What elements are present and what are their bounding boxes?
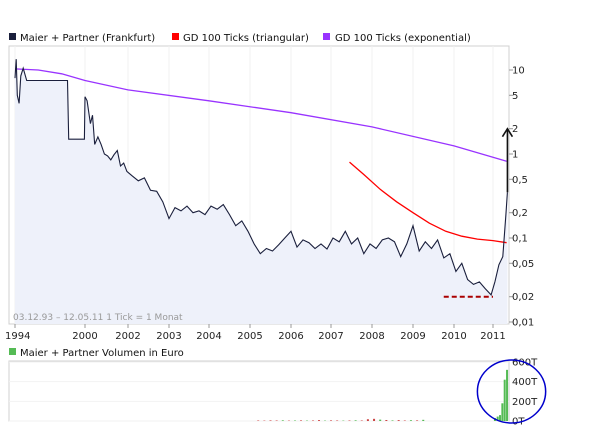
volume-bar [300, 420, 302, 421]
y-tick-label: 0,5 [512, 175, 528, 186]
legend-swatch-stock [9, 33, 16, 40]
x-tick-label: 2008 [359, 331, 384, 342]
volume-legend: Maier + Partner Volumen in Euro [9, 348, 184, 359]
legend-label-triangular: GD 100 Ticks (triangular) [183, 33, 309, 44]
y-tick-label: 1 [512, 150, 518, 161]
legend-swatch-exponential [323, 33, 330, 40]
x-tick-label: 2002 [115, 331, 140, 342]
volume-bar [499, 415, 502, 421]
series-line-stock [14, 59, 508, 296]
y-tick-label: 0,1 [512, 234, 528, 245]
volume-bar [496, 416, 499, 421]
x-tick-label: 2010 [441, 331, 466, 342]
x-tick-label: 2009 [400, 331, 425, 342]
highlight-ellipse [476, 359, 547, 424]
x-axis-ticks: 1994 2000 2002 2003 2004 2005 2006 2007 2008 2009… [5, 324, 506, 342]
arrow-head [501, 127, 514, 138]
y-tick-label: 2 [512, 124, 518, 135]
legend-label-volume: Maier + Partner Volumen in Euro [20, 348, 184, 359]
volume-bar [409, 420, 412, 421]
main-plot: 03.12.93 – 12.05.11 1 Tick = 1 Monat 10 5… [5, 45, 534, 342]
volume-bar [385, 420, 388, 421]
series-line-exponential [14, 68, 507, 162]
price-area-fill [15, 59, 508, 324]
volume-bar [373, 418, 376, 421]
volume-bar [416, 420, 419, 421]
volume-bar [330, 420, 332, 421]
volume-bars [257, 369, 509, 421]
volume-gridlines [9, 361, 509, 422]
legend-swatch-triangular [172, 33, 179, 40]
y-tick-label: 0,01 [512, 318, 534, 329]
legend-label-exponential: GD 100 Ticks (exponential) [335, 33, 471, 44]
main-legend: Maier + Partner (Frankfurt) GD 100 Ticks… [9, 33, 471, 44]
volume-bar [422, 419, 425, 421]
x-tick-label: 2003 [156, 331, 181, 342]
volume-bar [354, 420, 357, 421]
x-tick-label: 2005 [237, 331, 262, 342]
volume-bar [503, 379, 506, 421]
y-tick-label: 0,05 [512, 259, 534, 270]
volume-bar [391, 420, 394, 421]
volume-bar [269, 420, 272, 421]
legend-label-stock: Maier + Partner (Frankfurt) [20, 33, 155, 44]
volume-bar [506, 369, 509, 421]
volume-bar [318, 420, 320, 421]
volume-bar [397, 420, 400, 421]
volume-bar [281, 420, 284, 421]
volume-bar [501, 403, 504, 421]
x-tick-label: 1994 [5, 331, 30, 342]
series-line-triangular [349, 161, 507, 244]
y-tick-label: 5 [512, 91, 518, 102]
x-tick-label: 2011 [480, 331, 505, 342]
x-tick-label: 2004 [196, 331, 221, 342]
volume-tick-label: 200T [512, 397, 538, 408]
date-range-note: 03.12.93 – 12.05.11 1 Tick = 1 Monat [13, 313, 183, 323]
volume-bar [379, 419, 382, 421]
y-axis-ticks: 10 5 2 1 0,5 0,2 0,1 0,05 0,02 0,01 [509, 66, 534, 329]
x-tick-label: 2006 [278, 331, 303, 342]
y-tick-label: 10 [512, 66, 525, 77]
breakout-arrow [501, 127, 514, 193]
volume-bar [366, 419, 369, 421]
legend-swatch-volume [9, 348, 16, 355]
x-tick-label: 2007 [318, 331, 343, 342]
y-tick-label: 0,2 [512, 208, 528, 219]
volume-tick-label: 400T [512, 377, 538, 388]
x-tick-label: 2000 [72, 331, 97, 342]
y-tick-label: 0,02 [512, 292, 534, 303]
volume-plot-frame [8, 360, 510, 422]
